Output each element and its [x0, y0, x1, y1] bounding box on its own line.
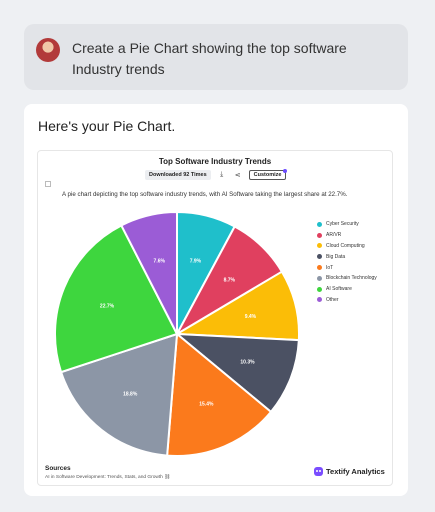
customize-button[interactable]: Customize [248, 169, 288, 180]
legend-label: Big Data [326, 253, 346, 260]
legend-item[interactable]: AR/VR [317, 230, 377, 241]
pie-data-label: 9.4% [245, 314, 257, 320]
notification-dot-icon [283, 169, 288, 173]
sources-link[interactable]: AI in Software Development: Trends, Stat… [45, 475, 170, 480]
legend-label: Cloud Computing [326, 242, 365, 249]
legend-swatch [317, 265, 322, 271]
brand-name: Textify Analytics [326, 467, 385, 476]
pie-data-label: 7.6% [154, 258, 166, 264]
download-icon[interactable]: ⤓ [220, 171, 224, 178]
sources-link-text: AI in Software Development: Trends, Stat… [45, 475, 163, 480]
pie-data-label: 7.9% [190, 259, 202, 265]
prompt-line-1: Create a Pie Chart showing the top softw… [72, 40, 347, 56]
pie-slice-other[interactable] [119, 210, 178, 335]
pie-data-label: 18.8% [123, 391, 138, 397]
brand: Textify Analytics [314, 467, 385, 476]
legend-label: AR/VR [326, 232, 342, 239]
legend-swatch [317, 243, 322, 249]
legend-label: Other [326, 296, 339, 303]
checkbox-icon[interactable] [45, 181, 51, 187]
robot-logo-icon [314, 467, 323, 476]
prompt-line-2: Industry trends [72, 61, 165, 77]
answer-heading: Here's your Pie Chart. [38, 118, 176, 134]
link-icon: ⛓ [164, 475, 171, 480]
share-icon[interactable]: ⋖ [234, 172, 241, 179]
legend-item[interactable]: Big Data [317, 251, 377, 262]
customize-label: Customize [253, 172, 282, 178]
sources-title: Sources [45, 465, 71, 472]
pie-data-label: 8.7% [224, 277, 236, 283]
download-count-button[interactable]: Downloaded 92 Times [145, 170, 211, 180]
pie-data-label: 22.7% [100, 303, 115, 309]
chart-toolbar: Downloaded 92 Times ⤓ ⋖ Customize [145, 169, 288, 181]
chart-title: Top Software Industry Trends [158, 157, 272, 166]
user-avatar [36, 38, 60, 62]
prompt-text: Create a Pie Chart showing the top softw… [72, 38, 392, 80]
legend-item[interactable]: Cloud Computing [317, 241, 377, 252]
legend-item[interactable]: Blockchain Technology [317, 273, 377, 284]
legend-swatch [317, 297, 322, 303]
legend-item[interactable]: Cyber Security [317, 219, 377, 230]
pie-slice-ai-software[interactable] [54, 224, 179, 374]
legend-swatch [317, 232, 322, 238]
legend-label: Blockchain Technology [326, 275, 377, 282]
assistant-answer-card: Here's your Pie Chart. Top Software Indu… [24, 104, 408, 496]
chart-legend: Cyber Security AR/VR Cloud Computing Big Da… [317, 219, 377, 305]
legend-label: Cyber Security [326, 221, 359, 228]
legend-label: IoT [326, 264, 334, 271]
legend-swatch [317, 221, 322, 227]
legend-swatch [317, 286, 322, 292]
legend-swatch [317, 275, 322, 281]
pie-slice-iot[interactable] [166, 332, 273, 457]
pie-slice-blockchain-technology[interactable] [59, 332, 179, 457]
pie-data-label: 10.3% [240, 359, 255, 365]
legend-swatch [317, 254, 322, 260]
legend-item[interactable]: IoT [317, 262, 377, 273]
pie-chart-card: Top Software Industry Trends Downloaded … [37, 150, 393, 486]
pie-slice-big-data[interactable] [174, 332, 300, 414]
legend-item[interactable]: AI Software [317, 284, 377, 295]
pie-chart: 7.9% 8.7% 9.4% 10.3% 15.4% 18.8% 22.7% 7.6% [54, 210, 300, 457]
chart-description: A pie chart depicting the top software i… [62, 191, 348, 198]
pie-data-label: 15.4% [199, 402, 214, 408]
legend-label: AI Software [326, 286, 352, 293]
user-prompt-bubble: Create a Pie Chart showing the top softw… [24, 24, 408, 90]
legend-item[interactable]: Other [317, 295, 377, 306]
